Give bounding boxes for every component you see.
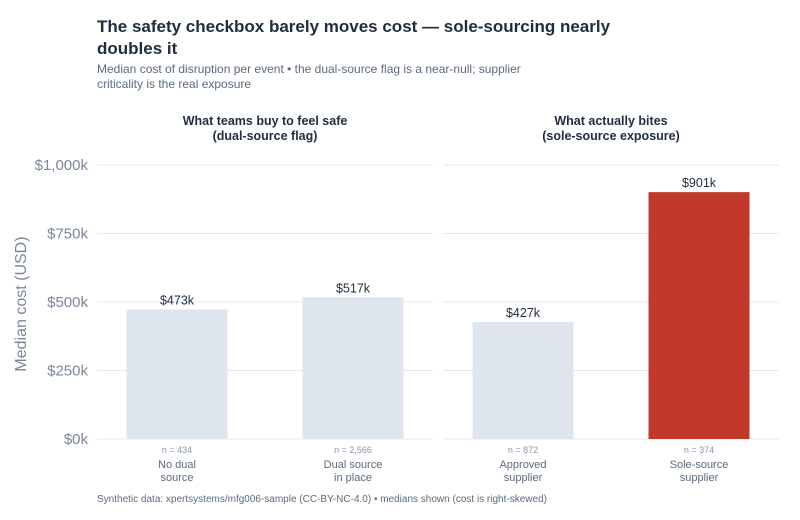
bar-value-label: $517k: [336, 281, 371, 295]
y-tick-label: $1,000k: [35, 157, 89, 174]
category-label: in place: [334, 472, 372, 484]
y-tick-label: $500k: [47, 294, 88, 311]
bar-n-label: n = 374: [684, 445, 714, 455]
bar-value-label: $901k: [682, 176, 717, 190]
category-label: No dual: [158, 459, 196, 471]
bar: [302, 297, 404, 439]
y-axis-title: Median cost (USD): [13, 236, 30, 371]
bar-value-label: $473k: [160, 293, 195, 307]
chart-title: The safety checkbox barely moves cost — …: [97, 17, 611, 58]
panel-title: (sole-source exposure): [542, 129, 680, 143]
bar: [126, 309, 228, 439]
bar-n-label: n = 2,566: [334, 445, 372, 455]
bar-chart: $0k $250k $500k $750k $1,000k Median cost (US…: [13, 114, 779, 484]
y-tick-label: $250k: [47, 363, 88, 380]
bar: [472, 322, 574, 439]
bar-n-label: n = 872: [508, 445, 538, 455]
source-footnote: Synthetic data: xpertsystems/mfg006-samp…: [97, 494, 547, 505]
panel-title: What teams buy to feel safe: [183, 114, 348, 128]
y-tick-label: $750k: [47, 226, 88, 243]
category-label: supplier: [680, 472, 719, 484]
category-label: Dual source: [324, 459, 383, 471]
bar-value-label: $427k: [506, 306, 541, 320]
panel-title: What actually bites: [554, 114, 667, 128]
category-label: Approved: [499, 459, 546, 471]
bar: [648, 192, 750, 439]
category-label: Sole-source: [670, 459, 729, 471]
category-label: source: [160, 472, 193, 484]
panel-title: (dual-source flag): [213, 129, 318, 143]
chart-subtitle: Median cost of disruption per event • th…: [97, 62, 521, 91]
y-tick-label: $0k: [64, 431, 89, 448]
bar-n-label: n = 434: [162, 445, 192, 455]
category-label: supplier: [504, 472, 543, 484]
